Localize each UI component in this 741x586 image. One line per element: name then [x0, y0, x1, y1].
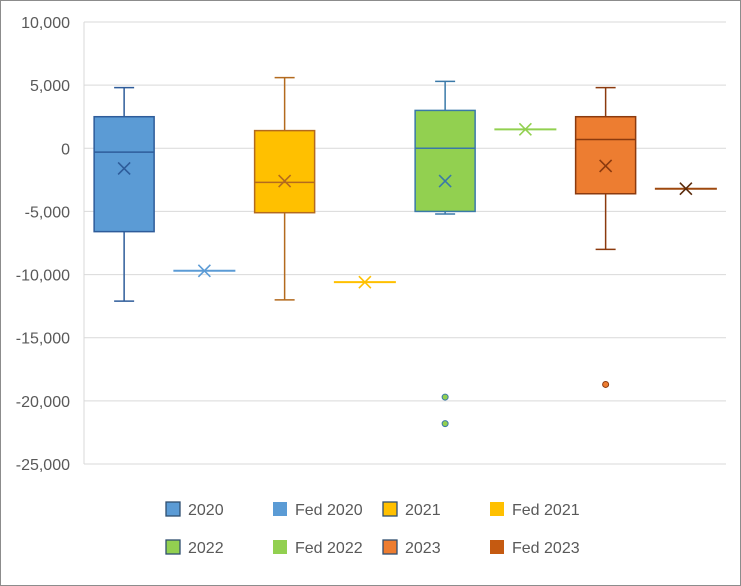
- legend-item-2023: 2023: [382, 539, 441, 557]
- mean-marker: [599, 159, 613, 173]
- legend-item-fed-2022: Fed 2022: [273, 540, 363, 557]
- y-tick-label: -15,000: [16, 331, 70, 348]
- y-tick-label: -25,000: [16, 457, 70, 474]
- legend-item-2020: 2020: [165, 501, 224, 519]
- fed-mean-marker: [197, 264, 211, 278]
- legend-swatch: [273, 540, 287, 554]
- box-2023: [574, 86, 637, 388]
- y-tick-label: 10,000: [21, 15, 70, 32]
- legend-label: 2023: [405, 540, 441, 557]
- mean-marker: [438, 174, 452, 188]
- legend-swatch: [490, 502, 504, 516]
- y-tick-label: -5,000: [25, 204, 70, 221]
- box-2021: [253, 76, 316, 301]
- legend-item-2022: 2022: [165, 539, 224, 557]
- box-2020: [93, 86, 155, 302]
- legend-swatch: [382, 501, 398, 517]
- y-tick-label: -10,000: [16, 268, 70, 285]
- outlier-point: [441, 420, 449, 428]
- legend-label: Fed 2022: [295, 540, 363, 557]
- legend-label: Fed 2020: [295, 502, 363, 519]
- y-tick-label: 5,000: [30, 78, 70, 95]
- legend-label: 2021: [405, 502, 441, 519]
- box-iqr: [574, 115, 637, 195]
- y-tick-label: 0: [61, 141, 70, 158]
- outlier-point: [441, 393, 449, 401]
- legend-swatch: [165, 501, 181, 517]
- fed-mean-marker: [358, 275, 372, 289]
- legend-label: Fed 2021: [512, 502, 580, 519]
- outlier-point: [602, 380, 610, 388]
- box-iqr: [253, 129, 316, 214]
- mean-marker: [278, 174, 292, 188]
- legend-item-fed-2023: Fed 2023: [490, 540, 580, 557]
- box-iqr: [414, 109, 476, 213]
- y-tick-label: -20,000: [16, 394, 70, 411]
- legend-label: 2022: [188, 540, 224, 557]
- legend-item-fed-2020: Fed 2020: [273, 502, 363, 519]
- legend-swatch: [490, 540, 504, 554]
- box-2022: [414, 80, 476, 428]
- legend-label: Fed 2023: [512, 540, 580, 557]
- fed-mean-marker: [518, 122, 532, 136]
- fed-mean-marker: [679, 182, 693, 196]
- legend-label: 2020: [188, 502, 224, 519]
- mean-marker: [117, 161, 131, 176]
- legend-swatch: [382, 539, 398, 555]
- legend-item-fed-2021: Fed 2021: [490, 502, 580, 519]
- legend-swatch: [273, 502, 287, 516]
- legend-swatch: [165, 539, 181, 555]
- box-iqr: [93, 115, 155, 233]
- legend-item-2021: 2021: [382, 501, 441, 519]
